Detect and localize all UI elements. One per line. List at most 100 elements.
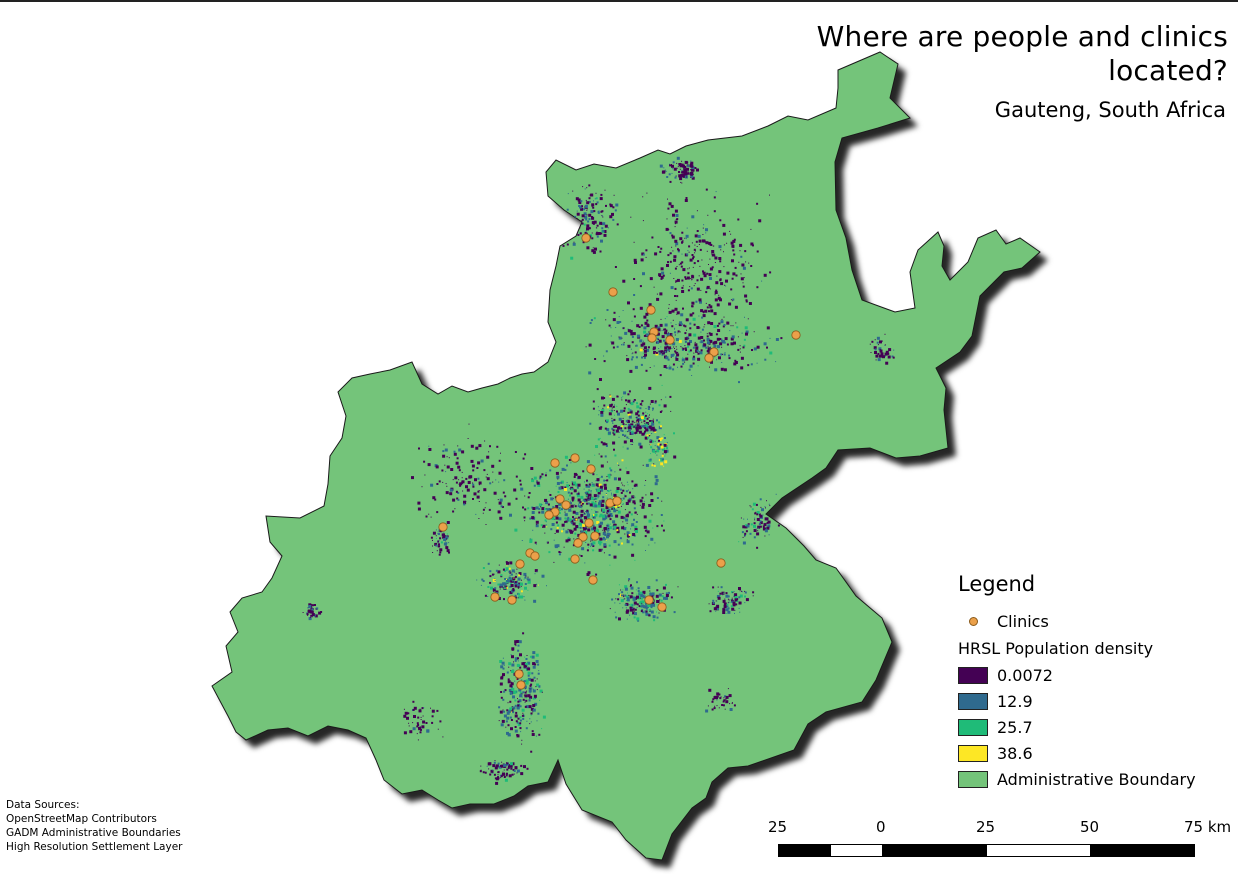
- density-speck: [664, 331, 668, 335]
- density-speck: [584, 231, 587, 234]
- density-speck: [509, 764, 513, 768]
- density-speck: [682, 307, 684, 310]
- density-speck: [624, 407, 625, 409]
- density-speck: [573, 224, 576, 228]
- density-speck: [723, 266, 725, 268]
- density-speck: [675, 242, 679, 246]
- density-speck: [645, 249, 648, 252]
- density-speck: [442, 536, 445, 539]
- density-speck: [708, 603, 710, 605]
- density-speck: [735, 274, 738, 277]
- density-speck: [708, 310, 710, 313]
- density-speck: [545, 472, 547, 474]
- density-speck: [633, 502, 636, 505]
- density-speck: [675, 346, 677, 348]
- density-speck: [694, 252, 696, 254]
- density-speck: [739, 348, 741, 350]
- density-speck: [558, 502, 562, 506]
- density-speck: [682, 285, 684, 287]
- density-speck: [514, 640, 518, 644]
- density-speck: [308, 617, 312, 621]
- density-speck: [594, 198, 596, 200]
- density-speck: [672, 161, 675, 164]
- density-speck: [577, 483, 581, 487]
- density-speck: [590, 193, 594, 197]
- density-speck: [556, 482, 560, 485]
- density-speck: [432, 545, 433, 547]
- clinic-marker: [570, 554, 580, 564]
- density-speck: [626, 599, 627, 601]
- density-speck: [714, 294, 716, 296]
- density-speck: [636, 334, 640, 338]
- density-speck: [700, 289, 702, 291]
- density-speck: [668, 307, 670, 309]
- density-speck: [511, 569, 515, 573]
- density-speck: [564, 517, 567, 520]
- density-speck: [520, 772, 524, 776]
- density-speck: [731, 591, 733, 594]
- density-speck: [693, 262, 696, 265]
- density-speck: [575, 197, 579, 201]
- density-speck: [536, 524, 538, 526]
- density-speck: [590, 319, 593, 322]
- legend-label-density: 38.6: [997, 743, 1033, 763]
- density-speck: [719, 279, 722, 282]
- density-speck: [702, 314, 706, 318]
- density-speck: [500, 696, 503, 699]
- density-speck: [584, 531, 588, 535]
- density-speck: [619, 321, 622, 323]
- density-speck: [520, 585, 522, 587]
- density-speck: [719, 697, 722, 700]
- density-speck: [510, 670, 512, 672]
- density-speck: [623, 596, 625, 598]
- density-speck: [515, 497, 518, 500]
- density-speck: [416, 725, 419, 728]
- density-speck: [628, 345, 630, 348]
- density-speck: [564, 486, 567, 489]
- density-speck: [640, 258, 644, 262]
- density-speck: [567, 536, 570, 539]
- density-speck: [709, 288, 711, 290]
- density-speck: [667, 207, 670, 210]
- density-speck: [530, 678, 534, 682]
- density-speck: [870, 352, 872, 353]
- density-speck: [506, 569, 508, 571]
- density-speck: [673, 432, 675, 435]
- density-speck: [756, 202, 759, 205]
- density-speck: [762, 525, 765, 528]
- density-speck: [514, 585, 517, 588]
- density-speck: [585, 511, 586, 512]
- scale-bar: [778, 844, 1195, 857]
- density-speck: [527, 667, 531, 671]
- density-speck: [591, 206, 593, 208]
- density-speck: [606, 476, 608, 478]
- density-speck: [675, 299, 677, 301]
- density-speck: [622, 607, 624, 609]
- density-speck: [663, 520, 665, 522]
- density-speck: [561, 467, 565, 471]
- density-speck: [517, 649, 520, 652]
- density-speck: [608, 412, 612, 416]
- density-speck: [527, 666, 529, 668]
- density-speck: [634, 351, 637, 354]
- density-speck: [529, 698, 531, 700]
- administrative-boundary[interactable]: [211, 51, 1041, 861]
- density-speck: [500, 505, 503, 508]
- density-speck: [465, 477, 468, 480]
- density-speck: [641, 432, 645, 436]
- density-speck: [723, 592, 725, 594]
- density-speck: [309, 609, 312, 612]
- density-speck: [524, 520, 526, 522]
- density-speck: [692, 257, 694, 260]
- density-speck: [501, 661, 505, 665]
- density-speck: [655, 478, 659, 482]
- density-speck: [720, 320, 724, 324]
- density-speck: [527, 677, 531, 681]
- density-speck: [532, 529, 534, 531]
- density-speck: [669, 272, 671, 274]
- density-speck: [517, 657, 519, 660]
- density-speck: [439, 551, 442, 554]
- density-speck: [653, 351, 657, 354]
- density-speck: [446, 549, 450, 553]
